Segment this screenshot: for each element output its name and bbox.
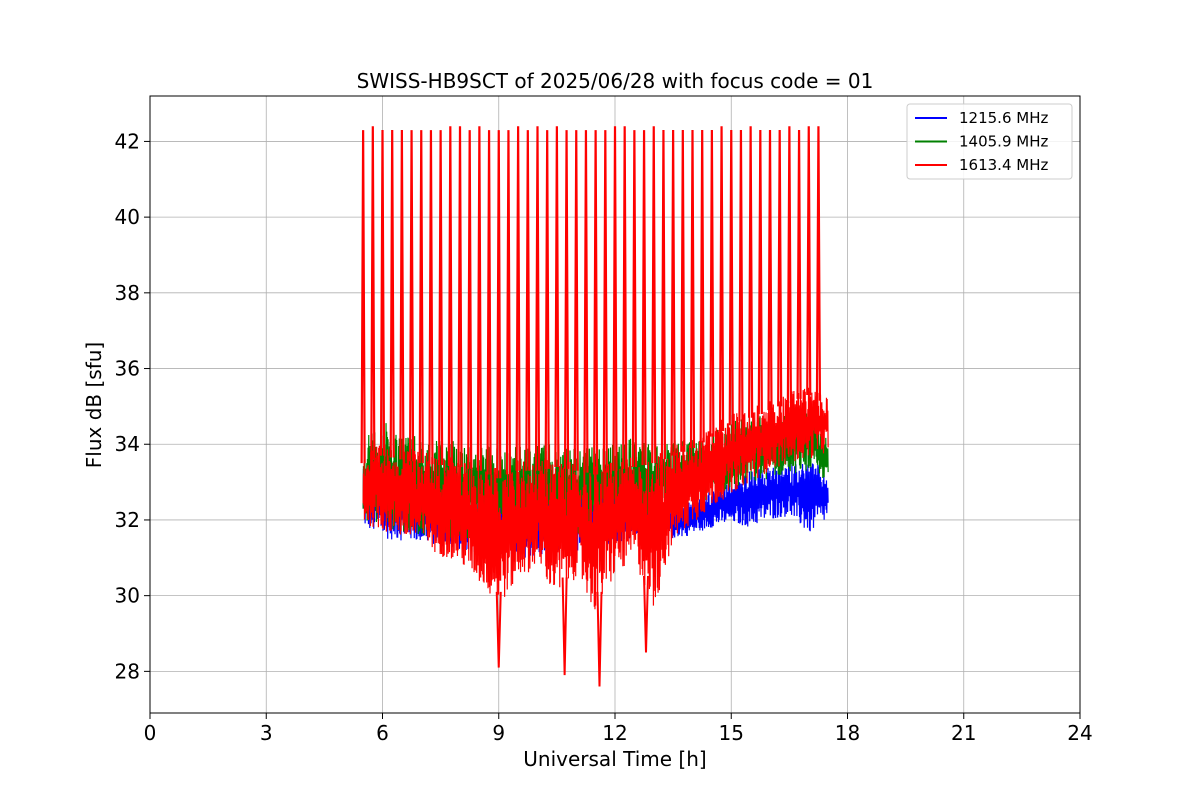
legend-label: 1613.4 MHz — [959, 156, 1048, 174]
y-axis-label: Flux dB [sfu] — [82, 342, 106, 468]
spike-peak — [670, 130, 676, 456]
spike-peak — [534, 126, 541, 471]
spike-peak — [496, 130, 502, 479]
y-tick-label: 28 — [115, 659, 140, 683]
spike-peak — [379, 130, 386, 456]
spike-peak — [660, 130, 667, 460]
spike-peak — [563, 130, 570, 469]
spike-peak — [709, 130, 715, 437]
x-tick-label: 6 — [376, 721, 389, 745]
legend: 1215.6 MHz 1405.9 MHz 1613.4 MHz — [906, 103, 1073, 180]
spike-peak — [389, 130, 395, 458]
x-tick-label: 3 — [260, 721, 273, 745]
spike-peak — [689, 130, 696, 449]
dip-trough — [561, 577, 568, 676]
spike-peak — [718, 126, 725, 432]
x-tick-label: 0 — [144, 721, 157, 745]
spike-peak — [360, 130, 366, 464]
x-tick-label: 18 — [835, 721, 860, 745]
spike-peak — [408, 130, 415, 462]
x-tick-label: 21 — [951, 721, 976, 745]
spike-peak — [680, 130, 686, 452]
legend-box — [906, 103, 1073, 180]
spike-peak — [602, 130, 608, 473]
spike-peak — [525, 130, 531, 471]
y-tick-label: 42 — [115, 129, 140, 153]
spike-peak — [457, 126, 463, 467]
y-tick-label: 30 — [115, 584, 140, 608]
x-axis-label: Universal Time [h] — [523, 747, 706, 771]
y-tick-label: 32 — [115, 508, 140, 532]
spike-peak — [651, 126, 657, 464]
spike-peak — [505, 130, 512, 475]
legend-label: 1405.9 MHz — [959, 133, 1048, 151]
y-tick-label: 36 — [115, 357, 140, 381]
spike-peak — [757, 130, 763, 414]
spike-peak — [622, 126, 628, 469]
series-1613-4-mhz — [360, 126, 829, 687]
y-tick-label: 34 — [115, 432, 140, 456]
spike-peak — [554, 126, 560, 467]
spike-peak — [544, 130, 550, 469]
x-tick-label: 9 — [492, 721, 505, 745]
spike-peak — [796, 130, 802, 399]
spike-peak — [641, 130, 647, 466]
spike-peak — [612, 126, 618, 471]
spike-peak — [573, 130, 579, 471]
y-axis-ticks: 28 30 32 34 36 38 40 42 — [115, 129, 150, 683]
spike-peak — [467, 130, 473, 469]
series-layer — [360, 126, 829, 687]
y-tick-label: 38 — [115, 281, 140, 305]
spike-peak — [786, 126, 792, 403]
spike-peak — [447, 126, 453, 467]
dip-trough — [643, 575, 649, 653]
spike-peak — [728, 130, 734, 426]
dip-trough — [596, 591, 603, 687]
legend-label: 1215.6 MHz — [959, 109, 1048, 127]
spike-peak — [583, 130, 589, 473]
x-axis-ticks: 0 3 6 9 12 15 18 21 24 — [144, 713, 1093, 745]
spike-peak — [370, 126, 376, 460]
spike-peak — [486, 130, 492, 475]
spike-peak — [476, 126, 482, 471]
spike-peak — [748, 126, 754, 418]
spike-peak — [738, 130, 744, 422]
spike-peak — [699, 130, 705, 443]
series-trace — [362, 387, 829, 610]
x-tick-label: 12 — [602, 721, 627, 745]
chart-title: SWISS-HB9SCT of 2025/06/28 with focus co… — [357, 69, 874, 93]
spike-peak — [777, 130, 783, 407]
y-tick-label: 40 — [115, 205, 140, 229]
x-tick-label: 15 — [719, 721, 744, 745]
spike-peak — [767, 130, 773, 411]
spike-peak — [399, 130, 405, 460]
spike-peak — [515, 126, 521, 471]
spike-peak — [438, 130, 444, 466]
dip-trough — [495, 591, 502, 668]
spike-peak — [815, 126, 822, 401]
spike-peak — [593, 130, 599, 475]
spike-peak — [428, 130, 434, 465]
x-tick-label: 24 — [1067, 721, 1092, 745]
spike-peak — [418, 130, 424, 464]
spike-peak — [806, 126, 812, 396]
spike-peak — [631, 130, 637, 467]
